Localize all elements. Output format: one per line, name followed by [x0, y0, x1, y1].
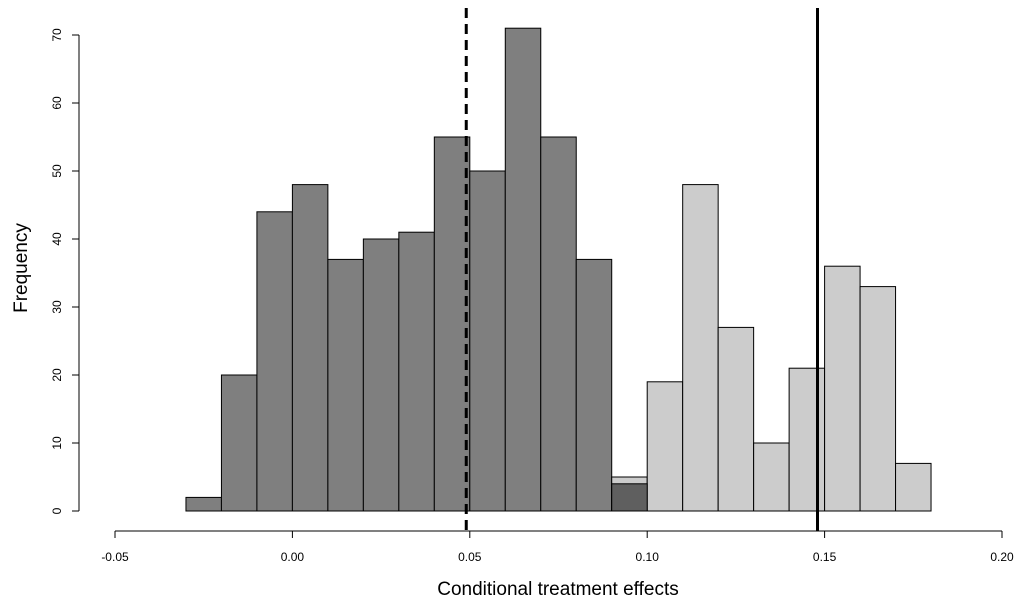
y-tick-label: 0 — [50, 507, 64, 514]
histogram-bar — [220, 374, 258, 512]
y-tick-label: 30 — [50, 300, 64, 314]
reference-lines-layer — [464, 8, 819, 531]
histogram-bar — [895, 462, 932, 512]
histogram-bar — [256, 211, 293, 512]
x-tick-label: 0.15 — [813, 550, 837, 564]
x-tick-label: -0.05 — [101, 550, 129, 564]
histogram-bar — [469, 170, 506, 512]
histogram-bar — [575, 258, 613, 512]
histogram-bar — [788, 367, 826, 512]
y-tick-label: 70 — [50, 28, 64, 42]
histogram-bar — [504, 27, 542, 512]
histogram-bar — [540, 136, 577, 512]
histogram-bar-overlap — [611, 483, 648, 512]
histogram-bar — [362, 238, 400, 512]
y-axis: 0 10 20 30 40 50 60 70 — [50, 28, 80, 514]
histogram-bar — [859, 286, 897, 512]
histogram-bar — [433, 136, 471, 512]
x-axis-title: Conditional treatment effects — [437, 579, 679, 600]
histogram-bar — [646, 381, 684, 512]
y-axis-title: Frequency — [11, 223, 32, 313]
x-tick-label: 0.05 — [458, 550, 482, 564]
bars-layer — [185, 27, 932, 512]
x-tick-label: 0.20 — [990, 550, 1014, 564]
x-tick-label: 0.10 — [636, 550, 660, 564]
y-tick-label: 40 — [50, 232, 64, 246]
histogram-bar — [824, 265, 861, 512]
x-tick-label: 0.00 — [281, 550, 305, 564]
histogram-bar — [185, 496, 222, 512]
histogram-bar — [753, 442, 790, 512]
histogram-bar — [717, 326, 755, 512]
y-tick-label: 50 — [50, 164, 64, 178]
histogram-bar — [398, 231, 435, 512]
y-tick-label: 20 — [50, 368, 64, 382]
histogram-bar — [327, 258, 364, 512]
histogram-bar — [682, 184, 719, 512]
y-tick-label: 10 — [50, 436, 64, 450]
y-tick-label: 60 — [50, 96, 64, 110]
x-axis: -0.05 0.00 0.05 0.10 0.15 0.20 — [101, 530, 1014, 564]
histogram-bar — [291, 184, 329, 512]
